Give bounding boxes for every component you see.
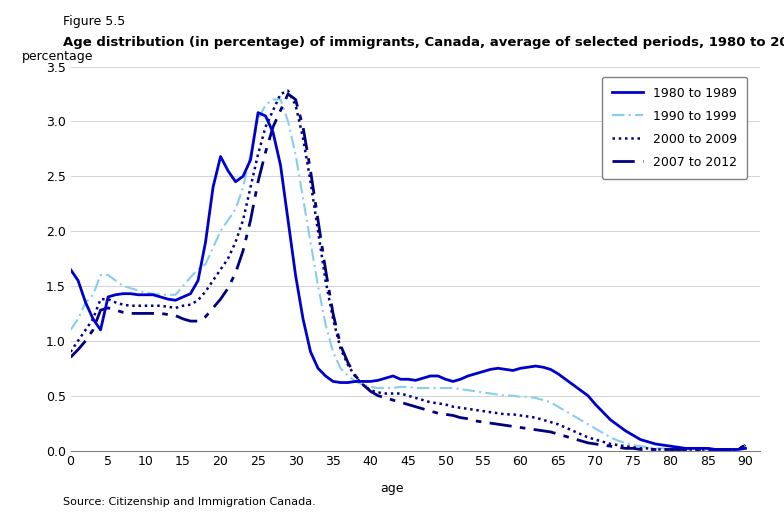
2000 to 2009 [238,217,248,223]
Line: 2000 to 2009: 2000 to 2009 [71,91,746,450]
2007 to 2012 [66,354,75,360]
1990 to 1999 [66,327,75,333]
2000 to 2009 [66,349,75,355]
2007 to 2012 [223,285,233,291]
1980 to 1989 [238,173,248,179]
1980 to 1989 [253,110,263,116]
Legend: 1980 to 1989, 1990 to 1999, 2000 to 2009, 2007 to 2012: 1980 to 1989, 1990 to 1999, 2000 to 2009… [602,77,747,179]
Line: 1990 to 1999: 1990 to 1999 [71,99,746,450]
2000 to 2009 [148,303,158,309]
Line: 1980 to 1989: 1980 to 1989 [71,113,746,450]
Text: age: age [380,481,404,495]
1980 to 1989 [463,373,473,379]
1990 to 1999 [463,387,473,393]
2000 to 2009 [463,406,473,412]
1990 to 1999 [268,96,278,102]
2007 to 2012 [741,442,750,448]
Text: Source: Citizenship and Immigration Canada.: Source: Citizenship and Immigration Cana… [63,497,315,507]
1980 to 1989 [223,168,233,174]
2000 to 2009 [644,445,653,452]
1980 to 1989 [741,445,750,452]
1990 to 1999 [733,446,742,453]
2007 to 2012 [238,248,248,254]
2000 to 2009 [651,446,660,453]
2007 to 2012 [283,91,292,97]
Text: percentage: percentage [22,50,94,62]
Text: Figure 5.5: Figure 5.5 [63,15,125,28]
2007 to 2012 [463,416,473,422]
2007 to 2012 [651,446,660,453]
2007 to 2012 [636,446,645,453]
Text: Age distribution (in percentage) of immigrants, Canada, average of selected peri: Age distribution (in percentage) of immi… [63,36,784,49]
2000 to 2009 [733,446,742,453]
1990 to 1999 [238,184,248,190]
1980 to 1989 [733,446,742,453]
2000 to 2009 [741,442,750,448]
1990 to 1999 [223,217,233,223]
2000 to 2009 [283,88,292,94]
1990 to 1999 [148,291,158,297]
1980 to 1989 [644,439,653,445]
2000 to 2009 [223,255,233,262]
1980 to 1989 [148,292,158,298]
Line: 2007 to 2012: 2007 to 2012 [71,94,746,450]
2007 to 2012 [148,310,158,316]
1980 to 1989 [711,446,720,453]
1990 to 1999 [741,440,750,446]
1990 to 1999 [644,444,653,451]
1980 to 1989 [66,266,75,272]
2007 to 2012 [733,446,742,453]
1990 to 1999 [666,446,675,453]
